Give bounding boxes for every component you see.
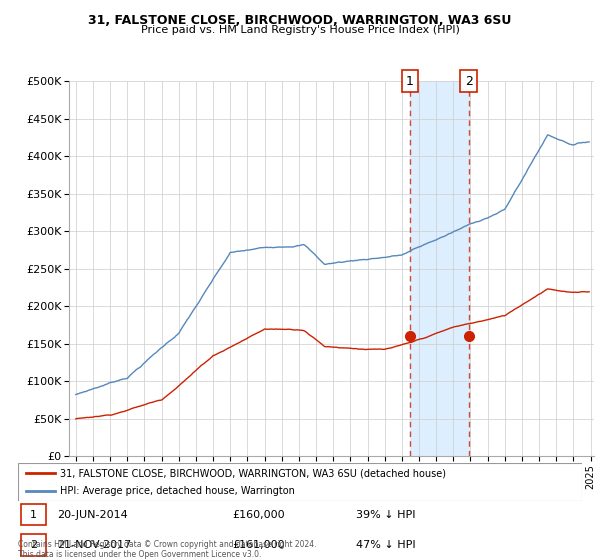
FancyBboxPatch shape — [21, 504, 46, 525]
Text: 31, FALSTONE CLOSE, BIRCHWOOD, WARRINGTON, WA3 6SU: 31, FALSTONE CLOSE, BIRCHWOOD, WARRINGTO… — [88, 14, 512, 27]
Bar — [410, 81, 469, 456]
Text: 2: 2 — [30, 540, 37, 550]
Text: £160,000: £160,000 — [232, 510, 285, 520]
Text: HPI: Average price, detached house, Warrington: HPI: Average price, detached house, Warr… — [60, 486, 295, 496]
Text: 1: 1 — [30, 510, 37, 520]
FancyBboxPatch shape — [21, 534, 46, 556]
Text: 2: 2 — [465, 74, 473, 88]
Text: 39% ↓ HPI: 39% ↓ HPI — [356, 510, 416, 520]
Text: 21-NOV-2017: 21-NOV-2017 — [58, 540, 132, 550]
Text: 31, FALSTONE CLOSE, BIRCHWOOD, WARRINGTON, WA3 6SU (detached house): 31, FALSTONE CLOSE, BIRCHWOOD, WARRINGTO… — [60, 468, 446, 478]
Text: £161,000: £161,000 — [232, 540, 285, 550]
Text: 20-JUN-2014: 20-JUN-2014 — [58, 510, 128, 520]
Text: Contains HM Land Registry data © Crown copyright and database right 2024.
This d: Contains HM Land Registry data © Crown c… — [18, 540, 317, 559]
Text: Price paid vs. HM Land Registry's House Price Index (HPI): Price paid vs. HM Land Registry's House … — [140, 25, 460, 35]
Text: 47% ↓ HPI: 47% ↓ HPI — [356, 540, 416, 550]
Text: 1: 1 — [406, 74, 414, 88]
FancyBboxPatch shape — [18, 463, 582, 501]
